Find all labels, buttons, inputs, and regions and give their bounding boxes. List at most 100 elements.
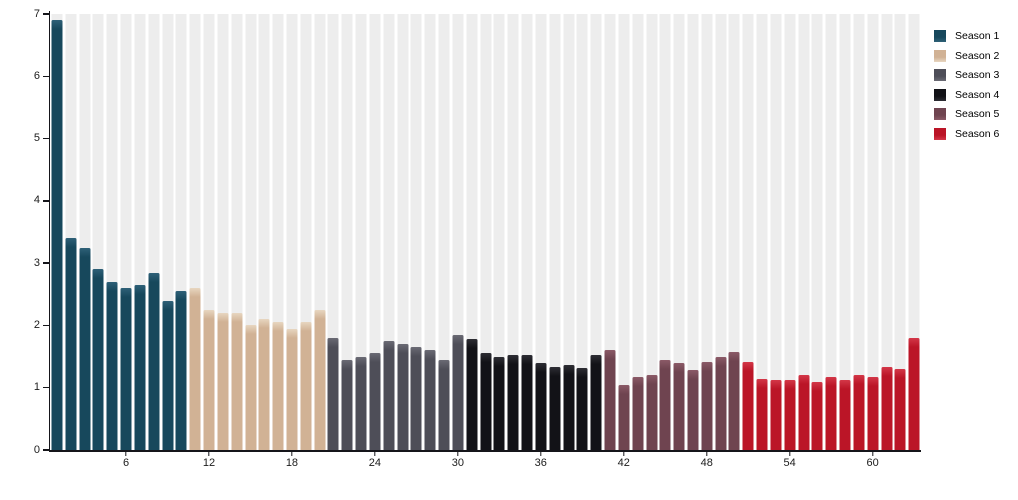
bar-season5-episode46[interactable] [673,362,685,450]
bar-season4-episode38[interactable] [563,365,575,450]
bar-season4-episode39[interactable] [576,367,588,450]
episode-column-31 [465,14,479,450]
bar-season4-episode36[interactable] [535,362,547,450]
episode-column-42 [617,14,631,450]
legend-item-season-4[interactable]: Season 4 [934,88,999,102]
bar-season5-episode47[interactable] [687,369,699,450]
bar-season6-episode57[interactable] [825,376,837,450]
background-stripe [148,14,160,450]
bar-season6-episode62[interactable] [894,369,906,450]
bar-season3-episode29[interactable] [438,359,450,450]
background-stripe [327,14,339,450]
episode-column-10 [174,14,188,450]
legend-item-season-1[interactable]: Season 1 [934,30,999,43]
background-stripe [908,14,920,450]
bar-season6-episode63[interactable] [908,337,920,450]
background-stripe [175,14,187,450]
bar-season3-episode25[interactable] [383,341,395,450]
bar-season3-episode22[interactable] [341,359,353,450]
bar-season6-episode51[interactable] [742,361,754,450]
bar-season2-episode18[interactable] [286,328,298,450]
bar-season1-episode5[interactable] [106,281,118,450]
bar-season2-episode20[interactable] [314,309,326,450]
bar-season4-episode34[interactable] [507,354,519,450]
bar-season5-episode50[interactable] [728,351,740,450]
bar-season5-episode45[interactable] [659,360,671,450]
bar-season6-episode59[interactable] [853,375,865,450]
bar-season3-episode23[interactable] [355,356,367,450]
bar-season2-episode15[interactable] [245,325,256,450]
background-stripe [728,14,740,450]
bar-season6-episode53[interactable] [770,379,782,450]
bar-season4-episode32[interactable] [480,353,492,450]
legend-item-season-5[interactable]: Season 5 [934,108,999,121]
bar-season6-episode61[interactable] [881,367,893,450]
bar-season6-episode60[interactable] [867,376,879,450]
bar-season2-episode17[interactable] [272,322,284,450]
bar-season2-episode16[interactable] [258,319,270,450]
bar-season6-episode52[interactable] [756,379,768,450]
background-stripe [811,14,823,450]
bar-season5-episode49[interactable] [715,357,727,450]
bar-season1-episode2[interactable] [65,238,77,450]
bar-season3-episode24[interactable] [369,353,381,450]
bar-season4-episode31[interactable] [466,339,478,450]
bar-season5-episode44[interactable] [646,374,658,450]
bar-season6-episode56[interactable] [811,381,823,450]
y-tick-0 [43,449,49,451]
bar-season6-episode58[interactable] [839,379,851,450]
bar-season3-episode27[interactable] [410,347,422,450]
bar-season1-episode10[interactable] [175,291,187,450]
bar-season5-episode42[interactable] [618,384,630,450]
background-stripe [245,14,256,450]
bar-season2-episode12[interactable] [203,309,215,450]
background-stripe [839,14,851,450]
background-stripe [355,14,367,450]
legend-swatch-icon [934,108,946,121]
bar-season4-episode35[interactable] [521,355,533,450]
episode-column-17 [271,14,285,450]
episode-column-46 [672,14,686,450]
background-stripe [894,14,906,450]
episode-column-21 [327,14,341,450]
background-stripe [410,14,422,450]
x-tick-60 [871,451,874,456]
episode-column-23 [354,14,368,450]
episode-column-36 [534,14,548,450]
bar-season5-episode41[interactable] [604,350,616,450]
bar-season6-episode55[interactable] [798,374,810,450]
bar-season2-episode14[interactable] [231,312,243,450]
bar-season1-episode9[interactable] [162,300,174,450]
episode-column-37 [548,14,562,450]
bar-season1-episode6[interactable] [120,288,132,450]
bar-season1-episode4[interactable] [92,269,104,450]
legend-item-season-2[interactable]: Season 2 [934,49,1000,63]
episode-column-34 [506,14,520,450]
x-tick-label-48: 48 [700,457,713,469]
legend-label: Season 2 [955,49,1000,62]
bar-season2-episode13[interactable] [217,312,229,450]
bar-season4-episode40[interactable] [590,354,602,450]
bar-season1-episode1[interactable] [51,20,63,450]
bar-season3-episode28[interactable] [424,350,436,450]
background-stripe [590,14,602,450]
bar-season3-episode21[interactable] [327,337,339,450]
y-tick-label-3: 3 [33,256,40,269]
background-stripe [466,14,478,450]
legend-item-season-3[interactable]: Season 3 [934,69,999,82]
bar-season3-episode26[interactable] [397,344,409,450]
bar-season3-episode30[interactable] [452,334,464,450]
bar-season2-episode19[interactable] [300,322,312,450]
legend-item-season-6[interactable]: Season 6 [934,127,999,141]
bar-season1-episode7[interactable] [134,284,146,450]
bar-season6-episode54[interactable] [784,379,796,450]
bar-season2-episode11[interactable] [189,288,201,450]
bar-season1-episode8[interactable] [148,272,160,450]
bar-season1-episode3[interactable] [79,247,91,450]
background-stripe [383,14,395,450]
bar-season4-episode37[interactable] [549,367,561,450]
y-tick-label-4: 4 [33,194,40,207]
bar-season4-episode33[interactable] [493,356,505,450]
bar-season5-episode43[interactable] [632,377,644,450]
bar-season5-episode48[interactable] [701,362,713,450]
